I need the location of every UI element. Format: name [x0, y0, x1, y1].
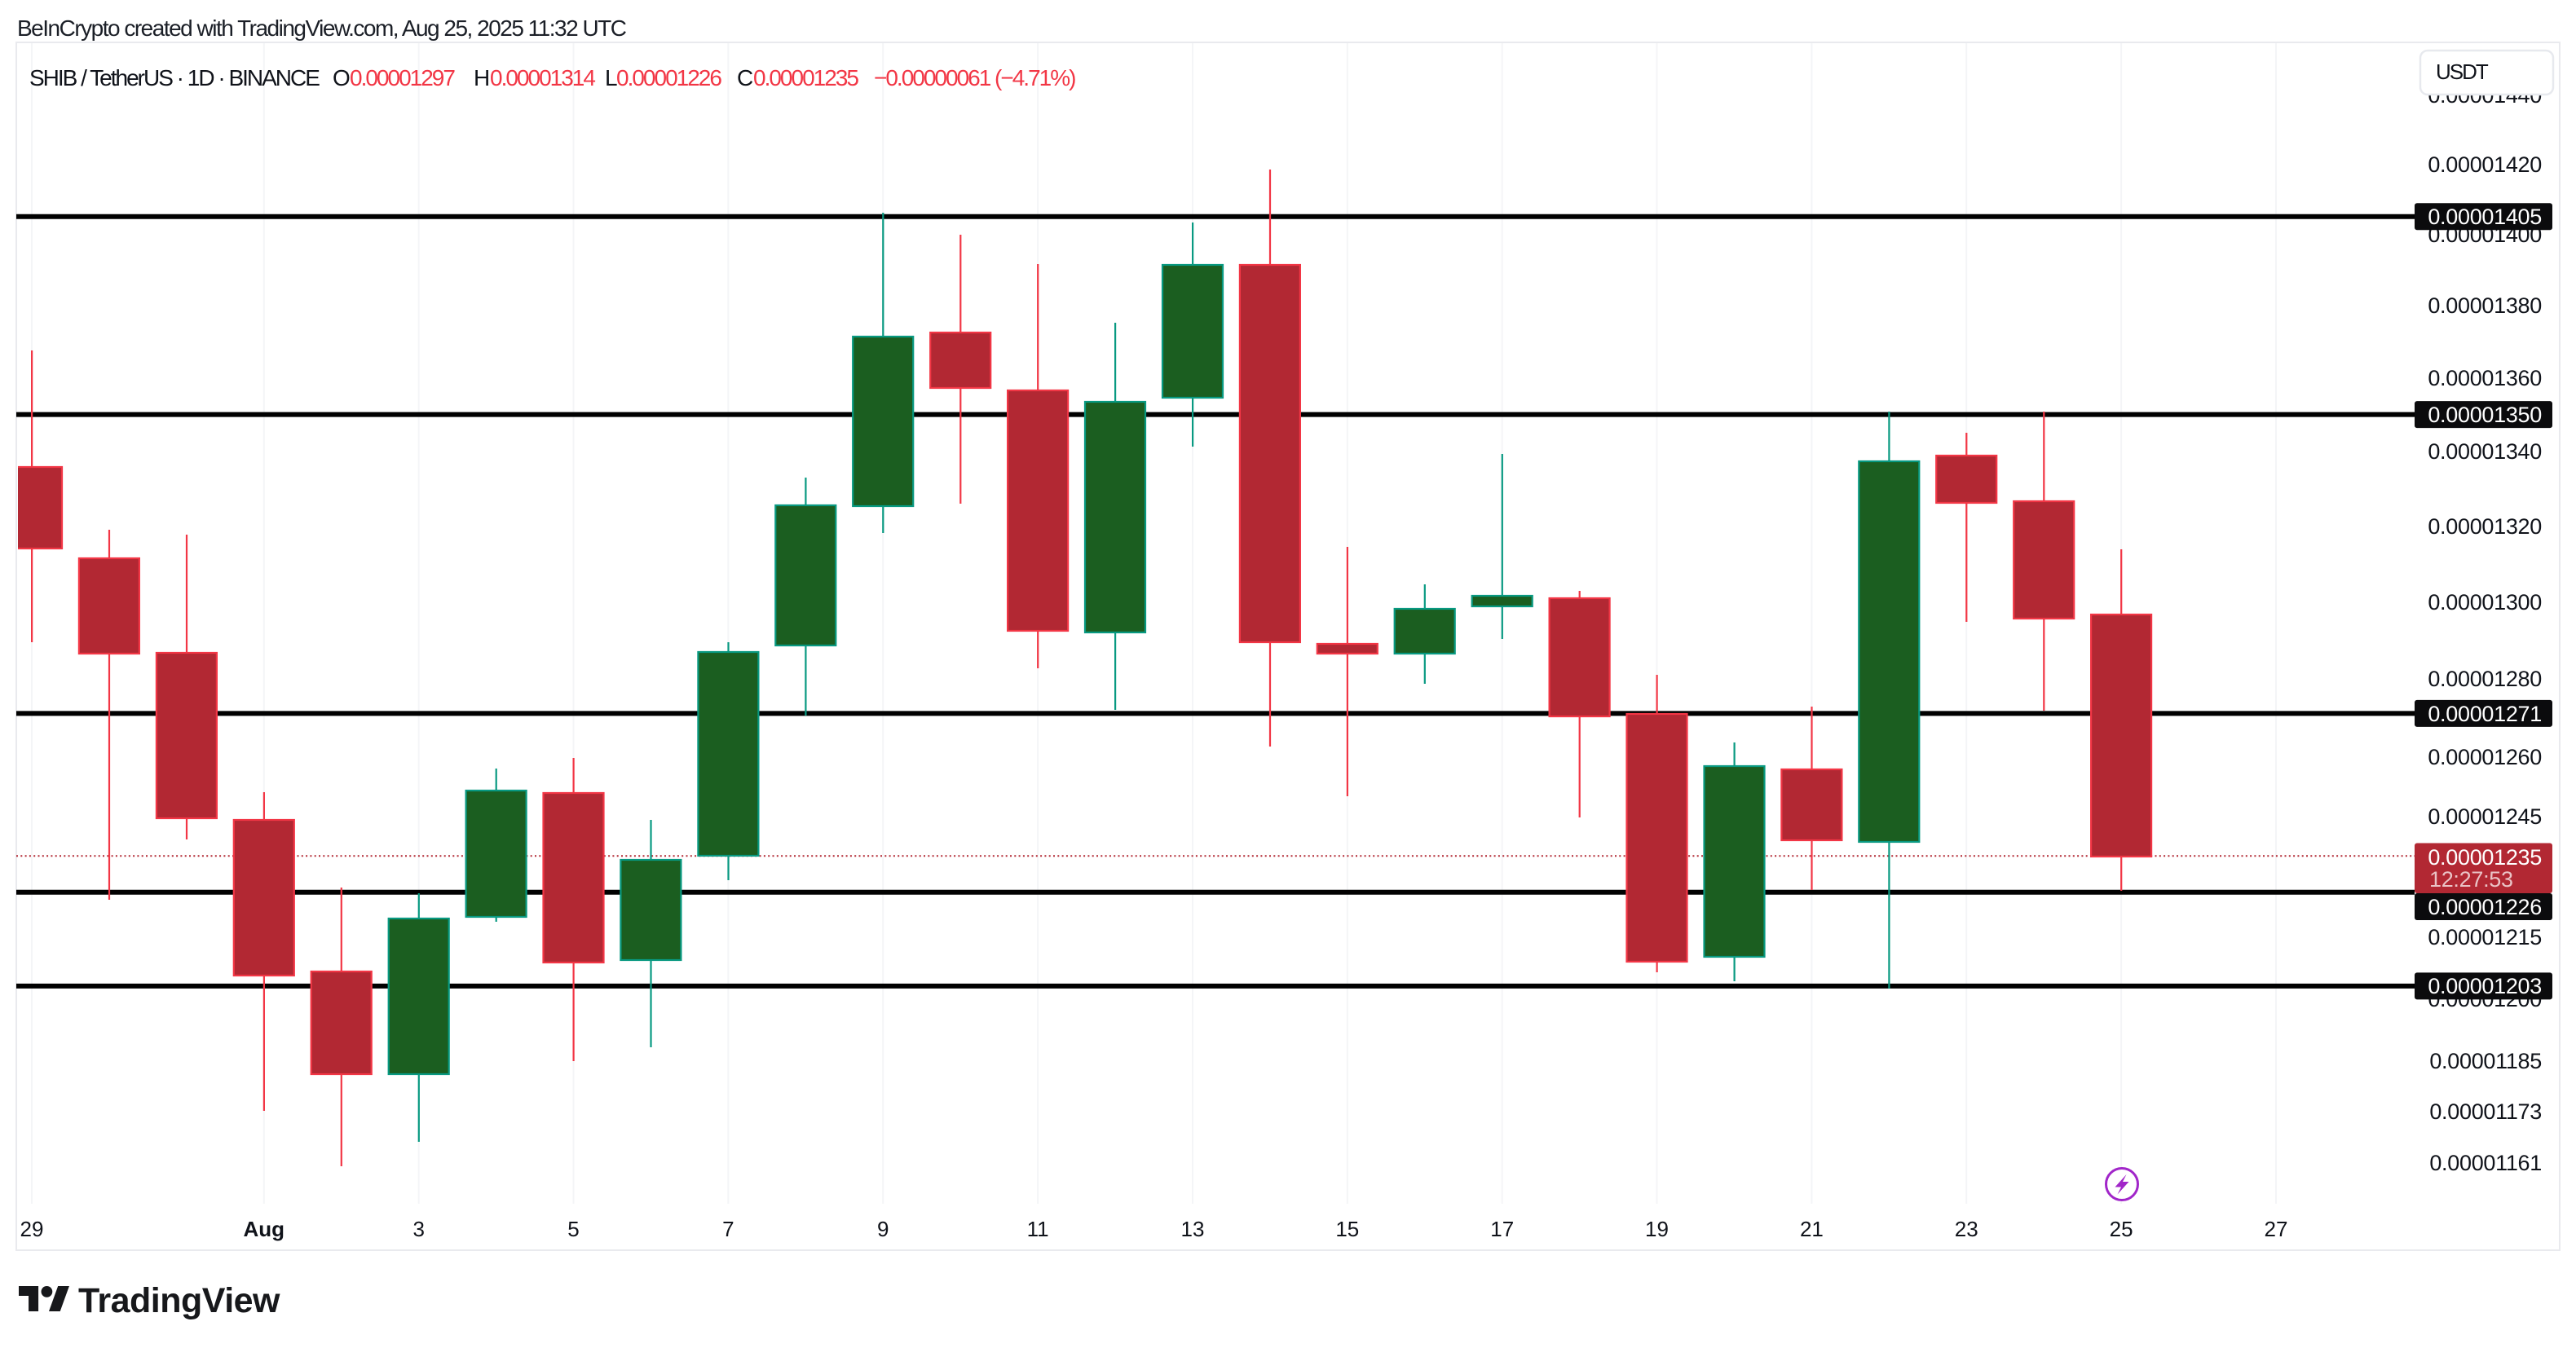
svg-text:3: 3 [412, 1217, 424, 1241]
svg-text:Aug: Aug [244, 1217, 285, 1241]
svg-text:0.00001280: 0.00001280 [2428, 667, 2542, 691]
svg-text:0.00001420: 0.00001420 [2428, 152, 2542, 177]
svg-text:19: 19 [1645, 1217, 1669, 1241]
svg-text:23: 23 [1955, 1217, 1978, 1241]
svg-text:0.00001350: 0.00001350 [2428, 403, 2542, 427]
svg-text:25: 25 [2110, 1217, 2133, 1241]
svg-text:5: 5 [567, 1217, 579, 1241]
svg-text:0.00001271: 0.00001271 [2428, 702, 2542, 726]
svg-text:0.00001203: 0.00001203 [2428, 974, 2542, 998]
svg-text:0.00001360: 0.00001360 [2428, 366, 2542, 390]
svg-text:0.00001185: 0.00001185 [2429, 1049, 2542, 1073]
svg-text:TradingView: TradingView [78, 1281, 280, 1320]
svg-text:0.00001235: 0.00001235 [2428, 845, 2542, 870]
svg-text:USDT: USDT [2436, 59, 2489, 84]
svg-text:27: 27 [2265, 1217, 2288, 1241]
svg-text:SHIB / TetherUS · 1D · BINANCE: SHIB / TetherUS · 1D · BINANCE O0.0000129… [29, 65, 1075, 90]
svg-text:29: 29 [20, 1217, 44, 1241]
svg-text:21: 21 [1800, 1217, 1824, 1241]
svg-text:11: 11 [1027, 1217, 1049, 1241]
svg-text:0.00001215: 0.00001215 [2428, 925, 2542, 949]
svg-text:15: 15 [1335, 1217, 1359, 1241]
svg-text:7: 7 [722, 1217, 734, 1241]
svg-text:13: 13 [1181, 1217, 1205, 1241]
svg-text:0.00001173: 0.00001173 [2429, 1099, 2542, 1124]
svg-text:0.00001161: 0.00001161 [2429, 1151, 2542, 1175]
svg-text:0.00001340: 0.00001340 [2428, 439, 2542, 464]
svg-text:0.00001245: 0.00001245 [2428, 804, 2542, 829]
svg-text:BeInCrypto created with Tradin: BeInCrypto created with TradingView.com,… [17, 15, 627, 41]
svg-text:0.00001320: 0.00001320 [2428, 514, 2542, 539]
svg-text:0.00001300: 0.00001300 [2428, 590, 2542, 615]
svg-text:0.00001226: 0.00001226 [2428, 895, 2542, 919]
svg-text:17: 17 [1490, 1217, 1514, 1241]
svg-text:0.00001380: 0.00001380 [2428, 293, 2542, 318]
svg-text:0.00001405: 0.00001405 [2428, 205, 2542, 229]
svg-text:12:27:53: 12:27:53 [2429, 867, 2513, 892]
svg-text:0.00001260: 0.00001260 [2428, 745, 2542, 769]
svg-text:9: 9 [877, 1217, 889, 1241]
